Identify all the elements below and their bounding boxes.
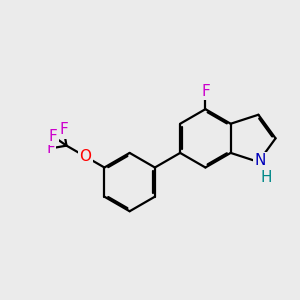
Text: N: N	[254, 153, 266, 168]
Text: O: O	[80, 149, 92, 164]
Text: F: F	[59, 122, 68, 137]
Text: F: F	[49, 129, 58, 144]
Text: F: F	[46, 141, 55, 156]
Text: H: H	[260, 170, 272, 185]
Text: F: F	[201, 84, 210, 99]
